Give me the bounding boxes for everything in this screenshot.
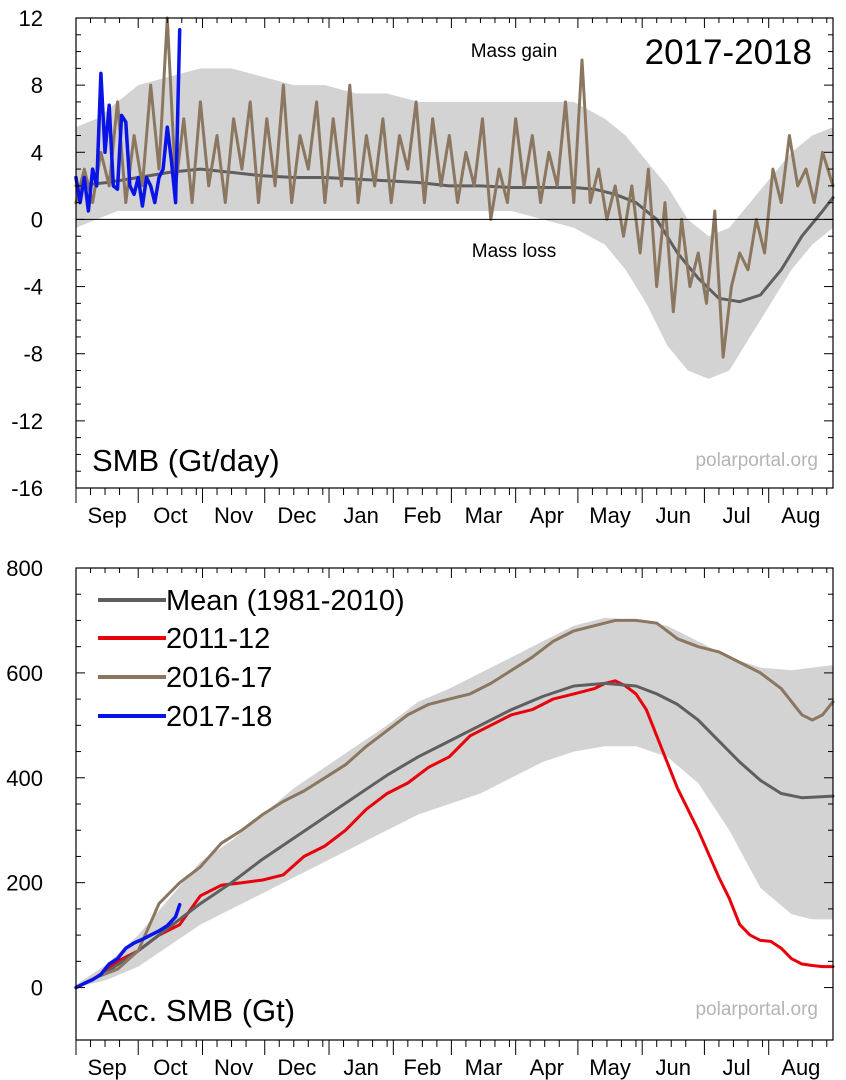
bot-series-line-2016-17 [74, 618, 835, 990]
y-tick-label: -12 [11, 409, 43, 434]
x-month-label: Dec [277, 503, 316, 528]
x-month-label: Oct [153, 503, 187, 528]
daily-smb-title: SMB (Gt/day) [92, 443, 280, 478]
daily-smb-y-axis: 12 8 4 0 -4 -8 -12 -16 [11, 6, 833, 501]
x-month-label: Jun [656, 1055, 691, 1080]
x-month-label: Jun [656, 503, 691, 528]
accumulated-smb-panel: 800 600 400 200 0 Sep Oct Nov Dec Jan Feb Mar Apr Ma… [6, 556, 835, 1080]
x-month-label: Apr [530, 1055, 564, 1080]
x-month-label: Jan [343, 1055, 378, 1080]
daily-smb-panel: 12 8 4 0 -4 -8 -12 -16 Sep Oct Nov Dec Jan Feb Mar Apr… [11, 6, 835, 528]
x-month-label: Oct [153, 1055, 187, 1080]
x-month-label: Nov [214, 1055, 253, 1080]
mass-gain-label: Mass gain [471, 41, 558, 62]
bot-series-line-mean [74, 681, 835, 990]
y-tick-label: 4 [31, 140, 43, 165]
accumulated-smb-y-axis: 800 600 400 200 0 [6, 556, 833, 1001]
x-month-label: Sep [88, 503, 127, 528]
y-tick-label: -8 [23, 342, 43, 367]
accumulated-smb-title: Acc. SMB (Gt) [97, 993, 295, 1028]
top-series-line-mean [74, 167, 835, 304]
daily-smb-series [74, 16, 835, 359]
top-watermark: polarportal.org [695, 450, 818, 471]
y-tick-label: 0 [31, 207, 43, 232]
legend-label-2016-17: 2016-17 [166, 662, 272, 694]
y-tick-label: -16 [11, 476, 43, 501]
bottom-watermark: polarportal.org [695, 999, 818, 1020]
daily-smb-x-axis: Sep Oct Nov Dec Jan Feb Mar Apr May Jun Jul Aug [75, 18, 828, 528]
y-tick-label: -4 [23, 275, 43, 300]
top-series-line-2017-18 [74, 28, 182, 213]
y-tick-label: 0 [31, 976, 43, 1001]
x-month-label: Mar [465, 503, 503, 528]
x-month-label: Aug [781, 503, 820, 528]
legend-label-mean: Mean (1981-2010) [166, 585, 405, 617]
x-month-label: Feb [403, 503, 441, 528]
x-month-label: Nov [214, 503, 253, 528]
y-tick-label: 800 [6, 556, 43, 581]
bot-series-line-2017-18 [74, 902, 182, 990]
x-month-label: Aug [781, 1055, 820, 1080]
accumulated-smb-series [74, 618, 835, 990]
x-month-label: May [589, 503, 631, 528]
x-month-label: Dec [277, 1055, 316, 1080]
y-tick-label: 400 [6, 766, 43, 791]
y-tick-label: 8 [31, 73, 43, 98]
legend: Mean (1981-2010) 2011-12 2016-17 2017-18 [98, 585, 405, 733]
x-month-label: Apr [530, 503, 564, 528]
x-month-label: Mar [465, 1055, 503, 1080]
x-month-label: Feb [403, 1055, 441, 1080]
x-month-label: Jul [722, 503, 750, 528]
x-month-label: Sep [88, 1055, 127, 1080]
y-tick-label: 600 [6, 661, 43, 686]
top-series-line-2016-17 [74, 16, 835, 359]
legend-label-2017-18: 2017-18 [166, 701, 272, 733]
x-month-label: May [589, 1055, 631, 1080]
mass-loss-label: Mass loss [472, 241, 556, 262]
bot-range-band-area [76, 617, 833, 988]
x-month-label: Jul [722, 1055, 750, 1080]
accumulated-smb-range-band [76, 617, 833, 988]
season-label: 2017-2018 [645, 33, 812, 72]
x-month-label: Jan [343, 503, 378, 528]
y-tick-label: 200 [6, 871, 43, 896]
legend-label-2011-12: 2011-12 [166, 623, 270, 655]
y-tick-label: 12 [19, 6, 43, 31]
accumulated-smb-x-axis: Sep Oct Nov Dec Jan Feb Mar Apr May Jun Jul Aug [75, 568, 828, 1080]
